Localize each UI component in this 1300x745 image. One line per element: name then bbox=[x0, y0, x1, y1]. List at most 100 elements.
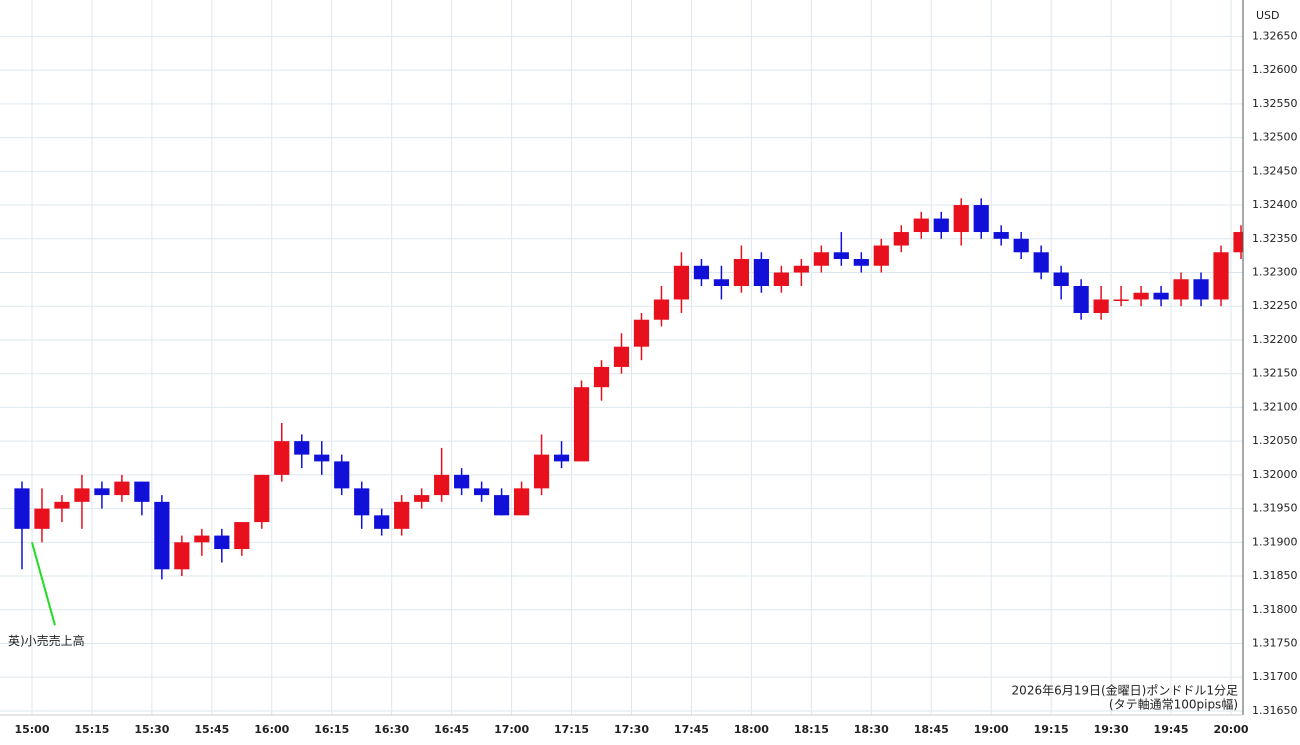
candle-body bbox=[454, 474, 470, 489]
x-tick-label: 19:30 bbox=[1094, 723, 1129, 736]
candle-body bbox=[414, 495, 430, 502]
x-tick-label: 19:00 bbox=[974, 723, 1009, 736]
candle-body bbox=[174, 542, 190, 570]
candle-body bbox=[973, 205, 989, 233]
candle-body bbox=[1193, 279, 1209, 300]
x-tick-label: 15:45 bbox=[194, 723, 229, 736]
candle-body bbox=[573, 387, 590, 462]
x-tick-label: 16:45 bbox=[434, 723, 469, 736]
candle-body bbox=[14, 488, 30, 529]
candle-body bbox=[753, 259, 769, 286]
x-tick-label: 15:00 bbox=[14, 723, 49, 736]
candle-body bbox=[374, 515, 390, 529]
y-tick-label: 1.31850 bbox=[1252, 569, 1298, 582]
candle-body bbox=[394, 501, 410, 529]
candle-body bbox=[513, 488, 530, 516]
candle-body bbox=[34, 508, 50, 529]
candle-body bbox=[114, 481, 130, 496]
candle-body bbox=[653, 299, 670, 320]
candle-body bbox=[74, 488, 90, 502]
candle-body bbox=[1093, 299, 1109, 313]
y-tick-label: 1.32200 bbox=[1252, 333, 1298, 346]
x-tick-label: 18:45 bbox=[914, 723, 949, 736]
candle-body bbox=[853, 259, 869, 266]
y-tick-label: 1.32050 bbox=[1252, 434, 1298, 447]
candle-body bbox=[613, 346, 630, 367]
x-tick-label: 18:30 bbox=[854, 723, 889, 736]
candle-body bbox=[713, 279, 730, 286]
unit-label: USD bbox=[1256, 9, 1280, 22]
candle-body bbox=[593, 366, 610, 388]
candle-body bbox=[494, 495, 510, 516]
x-tick-label: 20:00 bbox=[1214, 723, 1249, 736]
candle-body bbox=[94, 488, 110, 496]
x-tick-label: 15:30 bbox=[134, 723, 169, 736]
candle-body bbox=[134, 481, 150, 502]
y-tick-label: 1.32350 bbox=[1252, 232, 1298, 245]
candle-body bbox=[1153, 292, 1169, 300]
x-tick-label: 17:00 bbox=[494, 723, 529, 736]
candle-body bbox=[334, 461, 350, 489]
candle-body bbox=[693, 265, 710, 280]
y-tick-label: 1.31650 bbox=[1252, 704, 1298, 717]
x-tick-label: 17:30 bbox=[614, 723, 649, 736]
y-tick-label: 1.31900 bbox=[1252, 535, 1298, 548]
candle-body bbox=[793, 265, 809, 273]
candle-body bbox=[833, 252, 849, 260]
candle-body bbox=[773, 272, 789, 286]
x-tick-label: 18:00 bbox=[734, 723, 769, 736]
candle-body bbox=[474, 488, 490, 496]
x-tick-label: 17:45 bbox=[674, 723, 709, 736]
candle-body bbox=[194, 535, 210, 543]
y-tick-label: 1.31750 bbox=[1252, 637, 1298, 650]
candle-body bbox=[873, 245, 889, 266]
y-tick-label: 1.32600 bbox=[1252, 63, 1298, 76]
y-tick-label: 1.32500 bbox=[1252, 131, 1298, 144]
candle-body bbox=[933, 218, 949, 233]
candle-body bbox=[533, 454, 550, 489]
x-tick-label: 19:15 bbox=[1034, 723, 1069, 736]
candle-body bbox=[294, 441, 310, 455]
candle-body bbox=[234, 522, 250, 550]
candle-body bbox=[274, 441, 290, 475]
candle-body bbox=[214, 535, 230, 550]
candle-body bbox=[1213, 252, 1229, 300]
y-tick-label: 1.31700 bbox=[1252, 670, 1298, 683]
y-tick-label: 1.32150 bbox=[1252, 367, 1298, 380]
candle-body bbox=[434, 474, 450, 496]
candle-body bbox=[673, 265, 690, 300]
candle-body bbox=[154, 501, 170, 570]
candle-body bbox=[953, 205, 969, 233]
x-tick-label: 15:15 bbox=[74, 723, 109, 736]
y-tick-label: 1.32250 bbox=[1252, 299, 1298, 312]
candle-body bbox=[1113, 299, 1129, 301]
candles bbox=[14, 198, 1243, 580]
y-tick-label: 1.31800 bbox=[1252, 603, 1298, 616]
candle-body bbox=[1233, 232, 1243, 253]
footnote: 2026年6月19日(金曜日)ポンドドル1分足 bbox=[1012, 683, 1238, 698]
candle-body bbox=[893, 232, 909, 246]
candle-body bbox=[1133, 292, 1149, 300]
x-tick-label: 19:45 bbox=[1154, 723, 1189, 736]
candle-body bbox=[553, 454, 570, 462]
candle-body bbox=[733, 259, 749, 286]
x-tick-label: 18:15 bbox=[794, 723, 829, 736]
y-tick-label: 1.32000 bbox=[1252, 468, 1298, 481]
candle-body bbox=[993, 232, 1009, 239]
candle-body bbox=[314, 454, 330, 462]
candle-body bbox=[1073, 286, 1089, 313]
candle-body bbox=[1033, 252, 1049, 273]
y-tick-label: 1.31950 bbox=[1252, 502, 1298, 515]
candle-body bbox=[1173, 279, 1189, 300]
candle-body bbox=[54, 501, 70, 509]
candle-body bbox=[354, 488, 370, 516]
y-tick-label: 1.32100 bbox=[1252, 400, 1298, 413]
x-tick-label: 17:15 bbox=[554, 723, 589, 736]
candle-body bbox=[1013, 238, 1029, 253]
y-tick-label: 1.32550 bbox=[1252, 97, 1298, 110]
y-tick-label: 1.32650 bbox=[1252, 29, 1298, 42]
y-tick-label: 1.32450 bbox=[1252, 164, 1298, 177]
x-tick-label: 16:00 bbox=[254, 723, 289, 736]
